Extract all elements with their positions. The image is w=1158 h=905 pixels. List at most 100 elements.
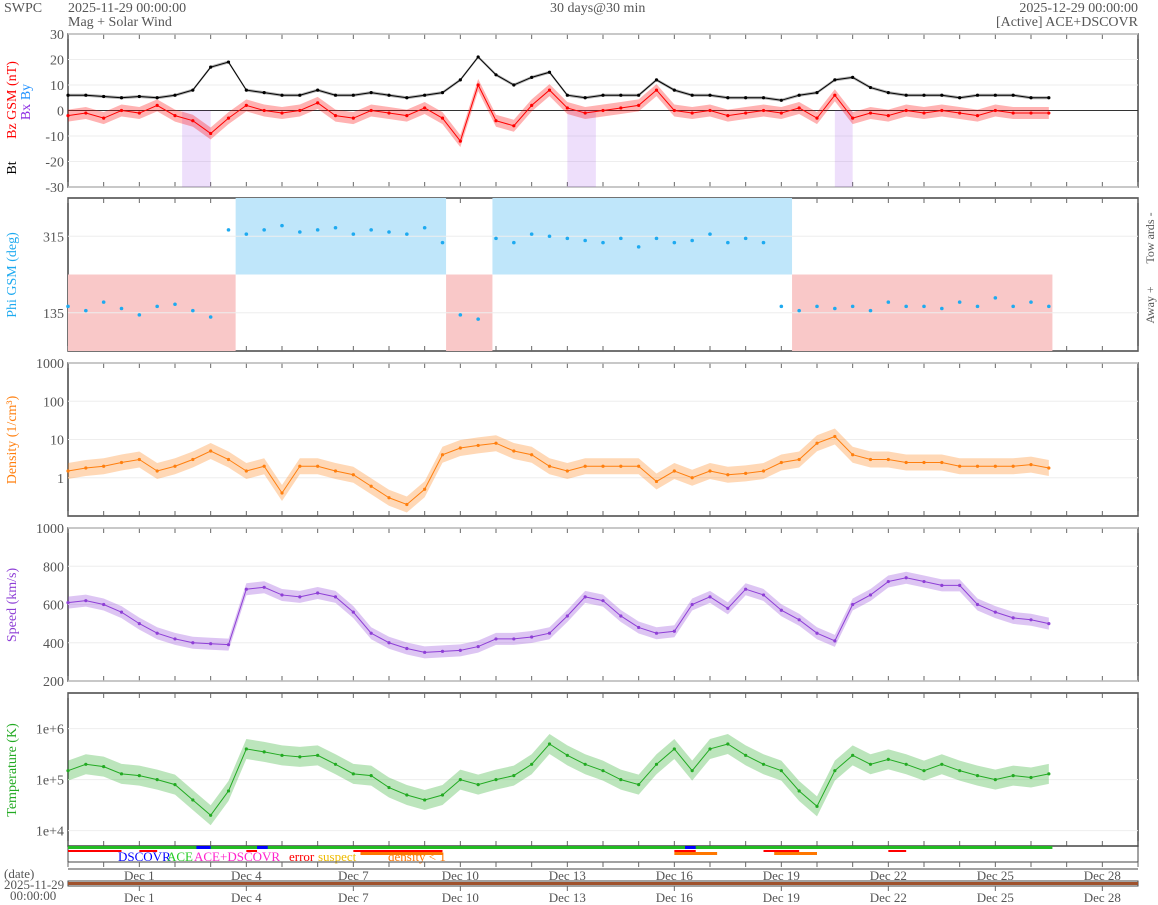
speed-point [726,606,730,610]
bz-point [369,108,373,113]
bt-point [512,83,516,87]
source-dscovr-segment [685,846,696,849]
bt-point [244,88,248,92]
density-point [583,464,587,468]
density-point [102,464,106,468]
phi-point [191,308,195,313]
plot-subtitle: Mag + Solar Wind [68,15,172,30]
bt-point [583,96,587,100]
density-point [761,469,766,473]
error-segment [139,850,158,852]
x-axis-label-lower: Dec 19 [763,890,800,905]
source-dscovr-segment [196,846,211,849]
temperature-point [476,782,480,787]
density-point [423,487,427,491]
bt-point [815,91,819,95]
speed-point [601,599,605,603]
speed-point [280,593,284,597]
temperature-point [601,769,605,773]
bt-point [922,93,926,97]
bz-point [423,106,427,110]
bz-point [84,111,88,115]
phi-point [726,240,730,245]
bt-point [761,96,766,100]
temperature-point [387,785,391,790]
temperature-line [67,743,1049,817]
temperature-point [102,765,106,769]
bz-point [66,114,70,118]
speed-point [922,579,926,584]
bt-point [886,91,890,95]
phi-point [84,308,88,313]
bt-point [619,93,623,97]
x-axis-label-lower: Dec 25 [977,890,1014,905]
bz-point [530,103,534,107]
density-point [226,457,231,462]
bz-point [975,114,980,118]
phi-point [458,313,463,317]
temperature-point [351,772,355,776]
temperature-point [761,762,766,766]
density-point [316,464,320,468]
bx-shading [834,110,853,187]
density-point [779,460,783,465]
bt-point [601,93,605,97]
speed-point [904,576,908,580]
phi-point [333,225,338,230]
bz-axis-label: Bz GSM (nT) [5,61,20,139]
temperature-point [405,793,409,797]
bz-point [298,108,302,113]
bt-point [851,75,855,79]
bz-point [262,108,266,113]
temperature-point [155,778,159,782]
temperature-point [975,774,980,778]
temperature-point [654,762,659,766]
speed-axis-label: Speed (km/s) [5,568,20,643]
temperature-point [868,762,873,766]
bt-point [868,85,873,90]
bt-point [637,93,641,97]
temperature-point [369,774,373,778]
bz-point [547,88,552,92]
speed-point [512,637,516,641]
bz-point [797,106,801,110]
bt-point [423,93,427,97]
brand-label: SWPC [4,1,43,16]
phi-point [779,304,784,309]
legend-dscovr: DSCOVR [118,849,171,864]
temperature-point [119,772,124,776]
temperature-point [226,789,231,793]
speed-point [440,649,445,653]
speed-point [1011,616,1015,620]
bt-point [137,94,141,99]
end-time: 2025-12-29 00:00:00 [1019,1,1138,16]
density-point [851,453,855,457]
bz-point [583,111,587,115]
density-point [565,469,569,473]
phi-tick-label: 135 [43,307,64,322]
density-point [886,457,890,462]
x-axis-label-lower: Dec 13 [549,890,586,905]
phi-point [940,306,944,311]
temperature-point [637,782,641,787]
phi-point [708,232,712,236]
bz-line [67,83,1049,143]
phi-point [1011,304,1015,309]
bt-point [262,91,266,95]
speed-tick-label: 400 [43,637,64,652]
temperature-point [494,778,498,782]
temperature-point [619,778,623,782]
speed-point [637,625,641,630]
x-axis-label-upper: Dec 19 [763,868,800,883]
density-point [958,464,962,468]
speed-point [583,595,587,599]
bz-point [1029,111,1033,115]
temperature-point [137,774,141,778]
temperature-point [690,769,694,773]
speed-point [797,618,801,622]
bz-point [993,108,997,113]
bz-point [333,114,338,118]
temperature-point [886,757,890,761]
speed-point [1047,622,1051,626]
bz-point [637,103,641,107]
